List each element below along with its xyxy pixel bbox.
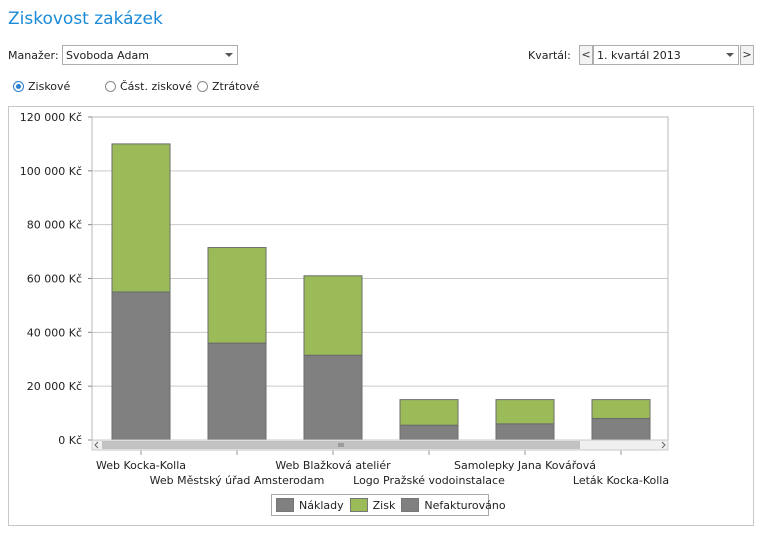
- radio-label: Ztrátové: [212, 79, 260, 93]
- legend-item-naklady: Náklady: [276, 498, 344, 512]
- next-quarter-button[interactable]: >: [740, 45, 754, 65]
- bar-zisk: [399, 399, 459, 426]
- y-tick-label: 0 Kč: [58, 434, 82, 447]
- legend-swatch-nefakturovano: [401, 498, 420, 512]
- scrollbar-grip-icon: [338, 443, 344, 447]
- x-tick-label: Web Městský úřad Amsterodam: [150, 474, 325, 487]
- legend-swatch-zisk: [349, 498, 368, 512]
- scroll-right-icon[interactable]: [661, 441, 666, 449]
- radio-label: Část. ziskové: [120, 79, 193, 93]
- bar-naklady: [495, 423, 555, 441]
- manager-select[interactable]: Svoboda Adam: [62, 45, 238, 65]
- bar-zisk: [111, 143, 171, 293]
- bar-zisk: [591, 399, 651, 419]
- quarter-label: Kvartál:: [528, 49, 571, 62]
- x-tick-label: Logo Pražské vodoinstalace: [353, 474, 505, 487]
- y-tick-label: 120 000 Kč: [20, 111, 82, 124]
- bar-naklady: [303, 354, 363, 441]
- quarter-select[interactable]: 1. kvartál 2013: [593, 45, 739, 65]
- bar-naklady: [111, 291, 171, 441]
- bar-zisk: [495, 399, 555, 425]
- bar-zisk: [207, 247, 267, 344]
- chevron-down-icon: [726, 53, 734, 57]
- bar-zisk: [303, 275, 363, 356]
- x-tick-label: Web Kocka-Kolla: [96, 459, 186, 472]
- bar-naklady: [591, 417, 651, 441]
- quarter-select-value: 1. kvartál 2013: [597, 49, 681, 62]
- y-tick-label: 40 000 Kč: [27, 326, 82, 339]
- x-tick-label: Samolepky Jana Kovářová: [454, 459, 596, 472]
- y-tick-label: 100 000 Kč: [20, 165, 82, 178]
- scroll-left-icon[interactable]: [94, 441, 99, 449]
- y-tick-label: 20 000 Kč: [27, 380, 82, 393]
- legend-label-nefakturovano: Nefakturováno: [424, 498, 506, 512]
- bar-naklady: [399, 424, 459, 441]
- x-tick-label: Leták Kocka-Kolla: [573, 474, 669, 487]
- radio-cast-ziskove[interactable]: Část. ziskové: [105, 79, 192, 93]
- legend-label-naklady: Náklady: [299, 498, 344, 512]
- y-tick-label: 80 000 Kč: [27, 219, 82, 232]
- radio-circle-icon: [13, 80, 24, 92]
- chevron-down-icon: [225, 53, 233, 57]
- page-title: Ziskovost zakázek: [8, 9, 163, 29]
- radio-ztratove[interactable]: Ztrátové: [197, 79, 259, 93]
- manager-label: Manažer:: [8, 49, 59, 62]
- horizontal-scrollbar[interactable]: [91, 439, 669, 451]
- chart-legend: Náklady Zisk Nefakturováno: [271, 494, 506, 516]
- legend-item-nefakturovano: Nefakturováno: [401, 498, 506, 512]
- radio-label: Ziskové: [28, 79, 71, 93]
- radio-circle-icon: [197, 80, 208, 92]
- radio-ziskove[interactable]: Ziskové: [13, 79, 70, 93]
- prev-quarter-button[interactable]: <: [579, 45, 593, 65]
- legend-label-zisk: Zisk: [372, 498, 396, 512]
- bar-naklady: [207, 342, 267, 441]
- x-tick-label: Web Blažková ateliér: [275, 459, 391, 472]
- y-tick-label: 60 000 Kč: [27, 273, 82, 286]
- legend-item-zisk: Zisk: [349, 498, 396, 512]
- radio-circle-icon: [105, 80, 116, 92]
- manager-select-value: Svoboda Adam: [66, 49, 149, 62]
- legend-swatch-naklady: [276, 498, 294, 512]
